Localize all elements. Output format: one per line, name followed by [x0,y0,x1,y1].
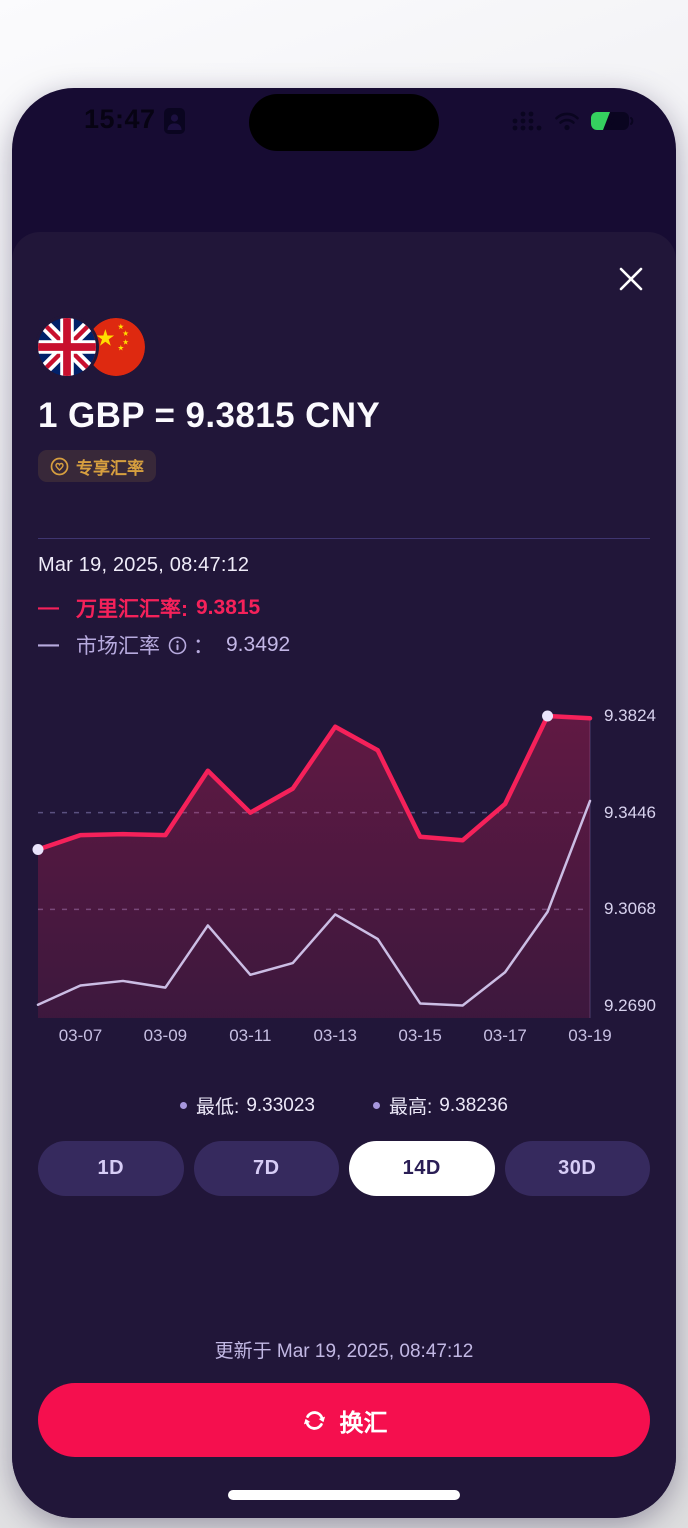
rate-detail-sheet: 1 GBP = 9.3815 CNY 专享汇率 Mar 19, 2025, 08… [12,232,676,1518]
cellular-signal-icon [512,110,544,137]
low-bullet-icon [180,1102,188,1109]
chart-canvas [32,710,593,1018]
chart-y-axis: 9.3824 9.3446 9.3068 9.2690 [604,706,674,1018]
period-30d-button[interactable]: 30D [504,1141,650,1196]
focus-mode-icon [164,108,185,139]
y-tick-label: 9.3446 [604,802,656,822]
page-title: 1 GBP = 9.3815 CNY [38,396,381,435]
low-value: 9.33023 [246,1094,315,1116]
x-tick-label: 03-17 [483,1026,527,1045]
low-stat: 最低: 9.33023 [180,1092,315,1119]
chart-x-axis: 03-07 03-09 03-11 03-13 03-15 03-17 03-19 [38,1026,612,1052]
market-line-swatch: — [38,633,59,656]
refresh-icon [303,1410,325,1430]
x-tick-label: 03-07 [58,1026,103,1045]
x-tick-label: 03-19 [568,1026,612,1045]
low-label: 最低: [196,1097,240,1118]
legend-wise-rate: — 万里汇汇率: 9.3815 [38,593,650,623]
market-rate-colon: ： [193,635,214,658]
exchange-button-label: 换汇 [339,1409,388,1437]
high-stat: 最高: 9.38236 [373,1092,508,1119]
wise-rate-value: 9.3815 [196,596,261,619]
x-tick-label: 03-09 [143,1026,188,1045]
gbp-flag-icon [38,318,96,376]
legend-market-rate: — 市场汇率 ： 9.3492 [38,630,650,660]
wifi-icon [554,111,580,136]
period-selector: 1D 7D 14D 30D [38,1141,650,1196]
x-tick-label: 03-13 [313,1026,357,1045]
updated-timestamp: 更新于 Mar 19, 2025, 08:47:12 [214,1341,474,1362]
high-label: 最高: [389,1097,433,1118]
close-icon [619,267,643,291]
heart-seal-icon [50,457,69,475]
wise-line-swatch: — [38,596,59,619]
battery-charging-icon [590,110,634,137]
rate-chart: 9.3824 9.3446 9.3068 9.2690 03-07 03-09 03-11… [32,706,656,1052]
period-1d-button[interactable]: 1D [38,1141,184,1196]
high-bullet-icon [373,1102,380,1109]
close-button[interactable] [614,262,648,296]
x-tick-label: 03-15 [398,1026,442,1045]
phone-frame: 15:47 [12,88,676,1518]
y-tick-label: 9.2690 [604,996,656,1015]
info-icon[interactable] [168,636,187,655]
chart-plot-area[interactable] [32,706,593,1018]
market-rate-value: 9.3492 [226,633,291,656]
high-value: 9.38236 [439,1094,508,1116]
chart-legend: — 万里汇汇率: 9.3815 — 市场汇率 ： 9.34 [38,593,650,660]
status-bar: 15:47 [12,88,676,152]
currency-pair-flags [38,318,650,376]
cny-flag-icon [87,318,145,376]
exclusive-rate-badge: 专享汇率 [38,450,156,482]
rate-timestamp: Mar 19, 2025, 08:47:12 [38,554,250,576]
badge-label: 专享汇率 [76,458,144,478]
period-7d-button[interactable]: 7D [193,1141,339,1196]
chart-min-max: 最低: 9.33023 最高: 9.38236 [38,1092,650,1119]
y-tick-label: 9.3068 [604,899,656,919]
dynamic-island [249,94,439,151]
exchange-button[interactable]: 换汇 [38,1383,650,1457]
market-rate-label: 市场汇率 [76,635,160,658]
x-tick-label: 03-11 [229,1026,272,1045]
wise-rate-label: 万里汇汇率: [76,598,188,621]
period-14d-button[interactable]: 14D [349,1141,495,1196]
y-tick-label: 9.3824 [604,706,656,725]
divider [38,538,650,539]
home-indicator[interactable] [228,1490,460,1500]
status-icons [512,110,634,137]
status-time: 15:47 [84,104,156,134]
